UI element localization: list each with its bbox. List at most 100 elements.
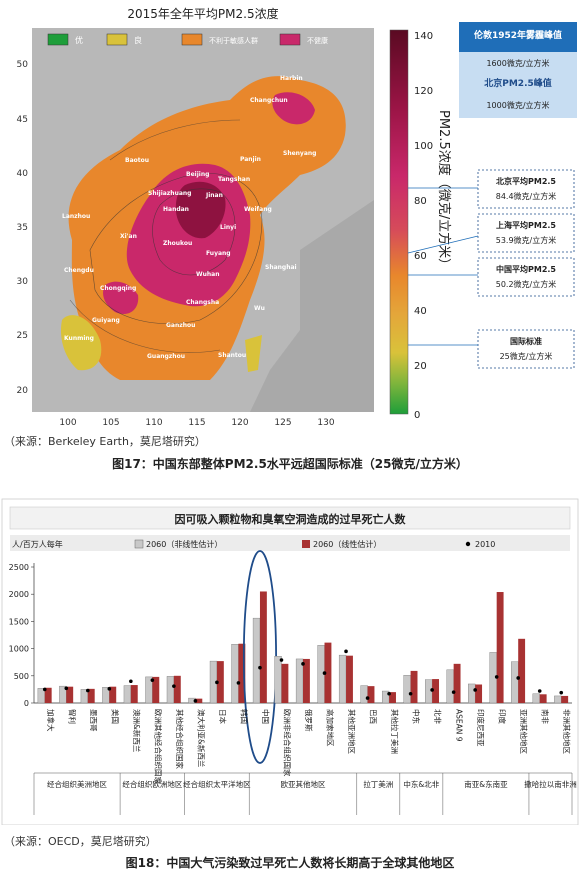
svg-text:60: 60 <box>414 251 427 262</box>
x-tick-label: 其他经合组织国家 <box>175 709 185 769</box>
svg-text:140: 140 <box>414 31 433 42</box>
bar-linear <box>410 670 418 703</box>
premature-deaths-bar-chart: 因可吸入颗粒物和臭氧空洞造成的过早死亡人数 人/百万人每年 2060（非线性估计… <box>1 498 579 825</box>
x-tick-label: 非洲其他地区 <box>562 709 572 754</box>
svg-text:0: 0 <box>414 410 420 421</box>
sea-area <box>250 200 374 412</box>
svg-text:25微克/立方米: 25微克/立方米 <box>500 351 553 361</box>
svg-text:100: 100 <box>59 418 76 428</box>
y-axis-label: 人/百万人每年 <box>12 539 63 549</box>
point-2010 <box>301 662 305 666</box>
x-tick-label: 其他亚洲地区 <box>347 709 357 754</box>
bar-linear <box>87 688 95 703</box>
map-title: 2015年全年平均PM2.5浓度 <box>127 6 278 21</box>
point-2010 <box>215 680 219 685</box>
svg-text:Linyi: Linyi <box>220 224 236 231</box>
colorbar-ticks: 140 120 100 80 60 40 20 0 <box>414 31 433 421</box>
x-tick-label: 澳洲&新西兰 <box>132 709 142 753</box>
legend-label-good: 优 <box>75 35 83 45</box>
svg-text:伦敦1952年雾霾峰值: 伦敦1952年雾霾峰值 <box>474 29 562 41</box>
bar-linear <box>518 638 526 703</box>
svg-text:Guangzhou: Guangzhou <box>147 353 185 360</box>
annotation-beijing-peak: 北京PM2.5峰值 1000微克/立方米 <box>459 72 577 118</box>
bar-linear <box>561 695 569 703</box>
figure2-source: （来源：OECD，莫尼塔研究） <box>4 835 157 848</box>
x-tick-label: 巴西 <box>369 709 378 724</box>
group-labels: 经合组织美洲地区 经合组织欧洲地区 经合组织太平洋地区 欧亚其他地区 拉丁美洲 中东&北非… <box>33 772 577 815</box>
bar-nonlinear <box>403 675 411 704</box>
svg-text:Shantou: Shantou <box>218 352 246 359</box>
bar-nonlinear <box>468 683 476 704</box>
bar-linear <box>453 663 461 703</box>
x-tick-label: 墨西哥 <box>89 709 98 732</box>
svg-text:35: 35 <box>17 223 28 233</box>
svg-text:100: 100 <box>414 141 433 152</box>
svg-text:Changsha: Changsha <box>186 299 219 306</box>
point-2010 <box>408 691 413 696</box>
y-tick-label: 2500 <box>9 563 29 572</box>
svg-text:115: 115 <box>188 418 205 428</box>
bar-nonlinear <box>231 644 239 704</box>
point-2010 <box>42 687 47 692</box>
svg-text:105: 105 <box>102 418 119 428</box>
point-2010 <box>559 690 564 695</box>
svg-text:Panjin: Panjin <box>240 156 261 163</box>
point-2010 <box>387 691 391 696</box>
figure2-caption: 图18：中国大气污染致过早死亡人数将长期高于全球其他地区 <box>125 856 455 870</box>
svg-text:Wu: Wu <box>254 305 265 312</box>
point-2010 <box>172 684 176 688</box>
svg-text:120: 120 <box>231 418 248 428</box>
svg-text:北京PM2.5峰值: 北京PM2.5峰值 <box>484 77 552 89</box>
point-2010 <box>86 688 90 693</box>
point-2010 <box>258 665 262 670</box>
point-2010 <box>365 696 370 700</box>
svg-text:Jinan: Jinan <box>205 192 223 199</box>
x-tick-labels: 加拿大 智利 墨西哥 美国 澳洲&新西兰 欧洲其他经合组织国家 其他经合组织国家 澳大利亚&新… <box>46 709 572 784</box>
legend-nonlinear: 2060（非线性估计） <box>146 539 222 549</box>
group-label: 中东&北非 <box>403 779 439 789</box>
x-tick-label: 中东 <box>412 709 422 724</box>
x-tick-label: 加拿大 <box>46 709 56 732</box>
point-2010 <box>193 699 198 703</box>
pm25-map-figure: 2015年全年平均PM2.5浓度 优 良 不利于敏感人群 不健康 50 45 4… <box>17 6 577 428</box>
svg-text:Zhoukou: Zhoukou <box>163 240 192 247</box>
svg-text:Tangshan: Tangshan <box>218 176 250 183</box>
svg-text:84.4微克/立方米: 84.4微克/立方米 <box>496 191 557 201</box>
point-2010 <box>516 676 520 680</box>
bar-linear <box>367 686 375 703</box>
legend-label-sensitive: 不利于敏感人群 <box>209 36 258 45</box>
annotation-china-avg: 中国平均PM2.5 50.2微克/立方米 <box>477 257 575 297</box>
x-tick-label: ASEAN 9 <box>455 709 464 742</box>
svg-text:50.2微克/立方米: 50.2微克/立方米 <box>496 279 557 289</box>
colorbar <box>389 29 409 415</box>
figure1-source: （来源：Berkeley Earth，莫尼塔研究） <box>4 435 206 448</box>
svg-text:Shenyang: Shenyang <box>283 150 316 157</box>
bar-linear <box>66 686 74 703</box>
bar-linear <box>496 592 504 703</box>
latitude-ticks: 50 45 40 35 30 25 20 <box>17 60 29 396</box>
svg-text:Harbin: Harbin <box>280 75 303 82</box>
bar-nonlinear <box>295 658 304 704</box>
x-tick-label: 南非 <box>541 709 551 724</box>
svg-text:40: 40 <box>17 169 29 179</box>
y-tick-label: 2000 <box>9 590 29 599</box>
svg-text:Chongqing: Chongqing <box>100 285 136 292</box>
annotation-london: 伦敦1952年雾霾峰值 1600微克/立方米 <box>459 22 577 72</box>
svg-text:Kunming: Kunming <box>64 335 94 342</box>
legend-label-unhealthy: 不健康 <box>307 36 328 45</box>
x-tick-label: 欧洲其他经合组织国家 <box>153 709 163 784</box>
svg-text:Ganzhou: Ganzhou <box>166 322 195 329</box>
bar-linear <box>432 679 440 703</box>
x-tick-label: 亚洲其他地区 <box>519 709 529 754</box>
group-label: 南亚&东南亚 <box>464 779 508 789</box>
point-2010 <box>279 658 284 662</box>
chart-legend: 2060（非线性估计） 2060（线性估计） 2010 <box>134 539 495 549</box>
bar-linear <box>109 686 117 703</box>
svg-text:1600微克/立方米: 1600微克/立方米 <box>486 58 549 68</box>
svg-text:25: 25 <box>17 331 28 341</box>
svg-text:Beijing: Beijing <box>186 171 209 178</box>
y-tick-label: 1500 <box>9 617 29 626</box>
point-2010 <box>494 675 499 679</box>
map-legend: 优 良 不利于敏感人群 不健康 <box>47 33 328 46</box>
svg-text:110: 110 <box>145 418 162 428</box>
